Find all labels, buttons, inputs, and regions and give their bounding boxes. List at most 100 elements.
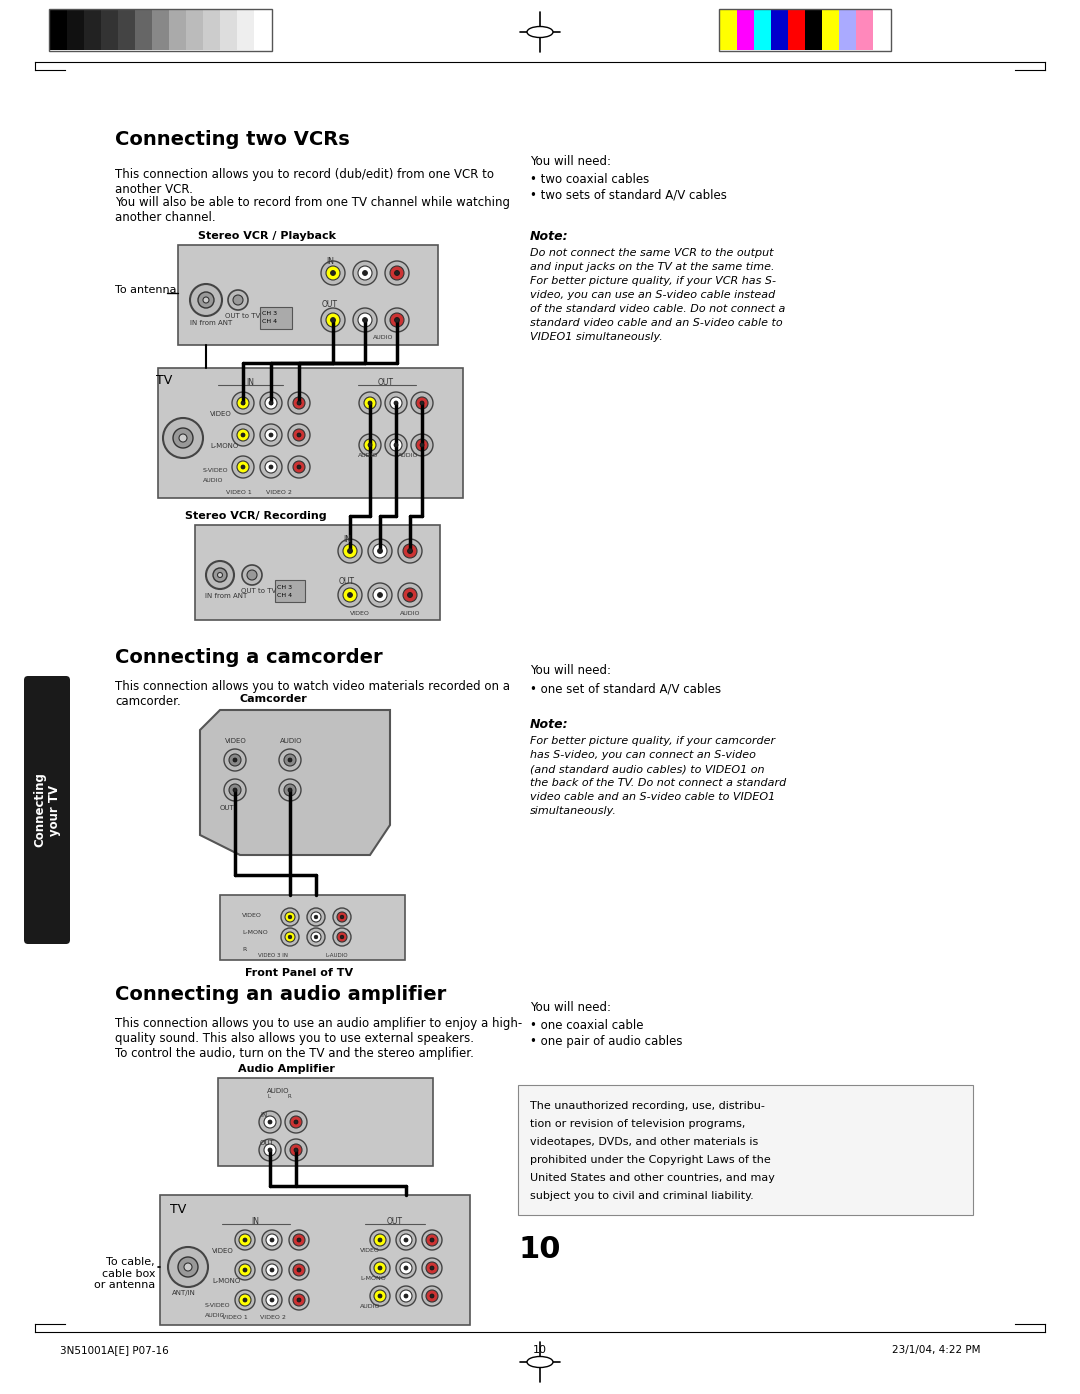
- Circle shape: [289, 1289, 309, 1310]
- Circle shape: [293, 1234, 305, 1246]
- Circle shape: [394, 401, 399, 406]
- Text: Connecting a camcorder: Connecting a camcorder: [114, 648, 382, 666]
- Text: of the standard video cable. Do not connect a: of the standard video cable. Do not conn…: [530, 304, 785, 314]
- Circle shape: [384, 308, 409, 332]
- Circle shape: [394, 443, 399, 447]
- Circle shape: [340, 935, 343, 938]
- Circle shape: [384, 392, 407, 414]
- Text: OUT: OUT: [378, 378, 394, 388]
- Bar: [275, 580, 305, 602]
- Circle shape: [239, 1234, 251, 1246]
- Circle shape: [293, 397, 305, 408]
- Circle shape: [279, 779, 301, 802]
- Circle shape: [168, 1248, 208, 1287]
- Circle shape: [242, 565, 262, 585]
- Text: VIDEO 1: VIDEO 1: [226, 491, 252, 495]
- Text: S-VIDEO: S-VIDEO: [203, 468, 229, 473]
- Circle shape: [396, 1230, 416, 1250]
- Circle shape: [326, 266, 340, 280]
- Text: CH 4: CH 4: [262, 319, 278, 323]
- Text: 23/1/04, 4:22 PM: 23/1/04, 4:22 PM: [891, 1345, 980, 1355]
- Circle shape: [284, 754, 296, 765]
- Text: You will need:: You will need:: [530, 664, 611, 677]
- Circle shape: [370, 1230, 390, 1250]
- Bar: [186, 10, 203, 50]
- Circle shape: [228, 290, 248, 309]
- Circle shape: [285, 1139, 307, 1161]
- Circle shape: [233, 758, 237, 763]
- Ellipse shape: [527, 26, 553, 38]
- Circle shape: [416, 439, 428, 452]
- Circle shape: [426, 1234, 438, 1246]
- Circle shape: [394, 318, 400, 322]
- Circle shape: [420, 401, 424, 406]
- Circle shape: [268, 1119, 272, 1124]
- Text: You will need:: You will need:: [530, 155, 611, 169]
- Circle shape: [235, 1289, 255, 1310]
- Text: OUT: OUT: [387, 1217, 403, 1225]
- Circle shape: [330, 318, 336, 322]
- Circle shape: [374, 1234, 386, 1246]
- Text: Connecting
your TV: Connecting your TV: [33, 772, 60, 848]
- Text: prohibited under the Copyright Laws of the: prohibited under the Copyright Laws of t…: [530, 1156, 771, 1165]
- Text: Camcorder: Camcorder: [240, 694, 308, 704]
- Circle shape: [314, 935, 318, 938]
- Bar: [805, 10, 822, 50]
- Circle shape: [217, 573, 222, 577]
- Text: R: R: [242, 947, 246, 952]
- Circle shape: [203, 297, 210, 302]
- Circle shape: [163, 418, 203, 459]
- Bar: [67, 10, 84, 50]
- Circle shape: [343, 544, 357, 558]
- Text: L-MONO: L-MONO: [212, 1278, 240, 1284]
- Circle shape: [262, 1230, 282, 1250]
- Circle shape: [297, 401, 301, 406]
- Circle shape: [368, 539, 392, 563]
- Circle shape: [400, 1262, 411, 1274]
- Circle shape: [378, 1266, 382, 1270]
- Text: 10: 10: [534, 1345, 546, 1355]
- Text: ANT/IN: ANT/IN: [172, 1289, 195, 1296]
- Text: OUT: OUT: [260, 1140, 274, 1146]
- Circle shape: [262, 1260, 282, 1280]
- Circle shape: [378, 1238, 382, 1242]
- Bar: [118, 10, 135, 50]
- Circle shape: [430, 1266, 434, 1270]
- Text: To antenna: To antenna: [114, 284, 176, 296]
- Circle shape: [400, 1234, 411, 1246]
- Circle shape: [399, 539, 422, 563]
- Text: Audio Amplifier: Audio Amplifier: [238, 1064, 335, 1073]
- Bar: [49, 8, 272, 52]
- Circle shape: [232, 424, 254, 446]
- Circle shape: [293, 429, 305, 441]
- Circle shape: [173, 428, 193, 447]
- Text: L-MONO: L-MONO: [360, 1276, 386, 1281]
- Bar: [720, 10, 737, 50]
- Text: This connection allows you to record (dub/edit) from one VCR to
another VCR.: This connection allows you to record (du…: [114, 169, 494, 197]
- Text: 3N51001A[E] P07-16: 3N51001A[E] P07-16: [60, 1345, 168, 1355]
- Circle shape: [233, 296, 243, 305]
- Text: R: R: [288, 1094, 292, 1098]
- Circle shape: [422, 1230, 442, 1250]
- Circle shape: [288, 392, 310, 414]
- Circle shape: [266, 1234, 278, 1246]
- Circle shape: [359, 434, 381, 456]
- Text: videotapes, DVDs, and other materials is: videotapes, DVDs, and other materials is: [530, 1138, 758, 1147]
- Circle shape: [264, 1144, 276, 1156]
- Text: OUT: OUT: [220, 804, 234, 811]
- Text: AUDIO: AUDIO: [360, 1303, 380, 1309]
- Bar: [102, 10, 118, 50]
- Text: has S-video, you can connect an S-video: has S-video, you can connect an S-video: [530, 750, 756, 760]
- Circle shape: [403, 588, 417, 602]
- Circle shape: [400, 1289, 411, 1302]
- Circle shape: [430, 1294, 434, 1298]
- Circle shape: [294, 1119, 298, 1124]
- Text: To cable,
cable box
or antenna: To cable, cable box or antenna: [94, 1257, 156, 1291]
- Circle shape: [390, 314, 404, 328]
- Circle shape: [285, 933, 295, 942]
- Circle shape: [407, 592, 413, 598]
- Circle shape: [235, 1260, 255, 1280]
- Circle shape: [289, 1230, 309, 1250]
- Circle shape: [229, 754, 241, 765]
- Circle shape: [285, 1111, 307, 1133]
